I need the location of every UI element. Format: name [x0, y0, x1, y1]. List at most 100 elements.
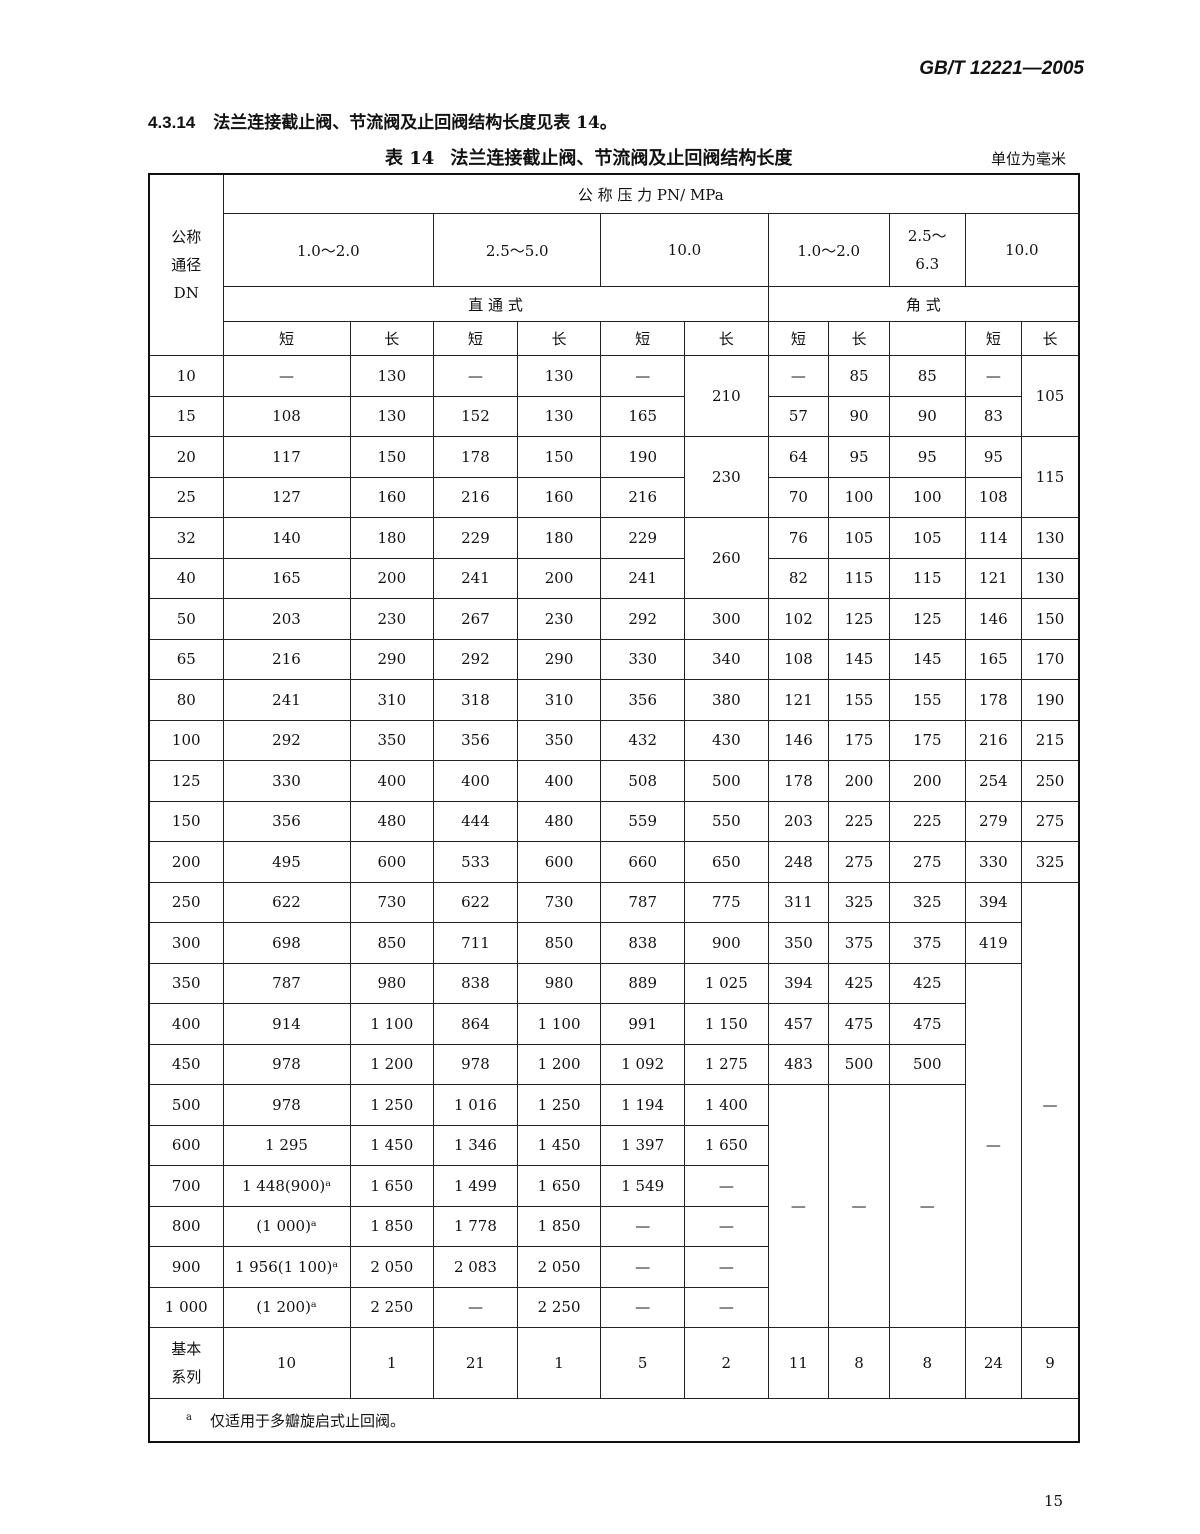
table-row: 600 1 295 1 450 1 346 1 450 1 397 1 650 — [148, 1124, 1079, 1166]
value-cell: 508 — [600, 760, 685, 802]
value-cell: 150 — [349, 436, 435, 478]
value-cell: — — [600, 1205, 685, 1247]
value-cell: 216 — [222, 638, 351, 680]
table-row: 900 1 956(1 100)ᵃ 2 050 2 083 2 050— — — [148, 1246, 1079, 1288]
dn-cell: 80 — [148, 679, 224, 721]
type-straight: 直 通 式 — [222, 286, 769, 322]
value-cell: — — [600, 1286, 685, 1328]
sub-header — [888, 321, 966, 356]
value-cell: 550 — [684, 800, 769, 842]
page-number: 15 — [1044, 1492, 1064, 1510]
value-cell: 267 — [433, 598, 518, 640]
value-cell: 216 — [600, 476, 685, 518]
value-cell: 850 — [349, 922, 435, 964]
value-cell: 1 850 — [516, 1205, 602, 1247]
basis-cell: 21 — [433, 1327, 518, 1399]
value-cell: 1 450 — [349, 1124, 435, 1166]
value-cell: 203 — [222, 598, 351, 640]
value-cell: 115 — [888, 557, 966, 599]
value-cell: 125 — [828, 598, 890, 640]
value-cell: 130 — [516, 355, 602, 397]
value-cell: 1 549 — [600, 1165, 685, 1207]
value-cell: 165 — [222, 557, 351, 599]
dn-cell: 700 — [148, 1165, 224, 1207]
value-cell: 356 — [433, 719, 518, 761]
sub-header: 长 — [1021, 321, 1080, 356]
value-cell: 108 — [767, 638, 830, 680]
dn-cell: 100 — [148, 719, 224, 761]
basis-row: 基本 系列 10 1 21 1 5 2 11 8 8 24 9 — [148, 1327, 1080, 1399]
value-cell: 2 050 — [516, 1246, 602, 1288]
value-cell: 483 — [767, 1043, 830, 1085]
value-cell: 85 — [888, 355, 966, 397]
table-row: 25 127 160 216 160 216 70 100 100 108 — [148, 476, 1079, 518]
value-cell: 400 — [349, 760, 435, 802]
value-cell: 290 — [349, 638, 435, 680]
value-cell: 275 — [828, 841, 890, 883]
value-cell: 216 — [964, 719, 1023, 761]
value-cell: — — [684, 1205, 769, 1247]
value-cell: 310 — [349, 679, 435, 721]
value-cell: 279 — [964, 800, 1023, 842]
value-cell: 260 — [684, 517, 769, 599]
value-cell: 190 — [1021, 679, 1080, 721]
clause-text: 法兰连接截止阀、节流阀及止回阀结构长度见表 14。 — [213, 113, 617, 133]
value-cell: 178 — [433, 436, 518, 478]
table-row: 800 (1 000)ᵃ 1 850 1 778 1 850— — — [148, 1205, 1079, 1247]
dn-cell: 10 — [148, 355, 224, 397]
length-table: 公称 通径 DN 公 称 压 力 PN/ MPa 1.0～2.0 2.5～5.0… — [148, 173, 1080, 1443]
value-cell: 105 — [888, 517, 966, 559]
value-cell: 121 — [964, 557, 1023, 599]
value-cell: 225 — [888, 800, 966, 842]
standard-number: GB/T 12221—2005 — [919, 58, 1084, 79]
value-cell: 130 — [516, 395, 602, 437]
value-cell: 400 — [433, 760, 518, 802]
value-cell: 2 250 — [349, 1286, 435, 1328]
value-cell: 150 — [1021, 598, 1080, 640]
value-cell: 130 — [1021, 557, 1080, 599]
value-cell: 375 — [828, 922, 890, 964]
type-angle: 角 式 — [767, 286, 1080, 322]
table-row: 65 216 290 292 290 330 340 108 145 145 165 170 — [148, 638, 1080, 680]
value-cell: 775 — [684, 881, 769, 923]
table-row: 15 108 130 152 130 165 57 90 90 83 — [148, 395, 1079, 437]
basis-cell: 2 — [684, 1327, 769, 1399]
value-cell: 457 — [767, 1003, 830, 1045]
dn-cell: 600 — [148, 1124, 224, 1166]
dn-cell: 400 — [148, 1003, 224, 1045]
value-cell: — — [684, 1246, 769, 1288]
table-row: 40 165 200 241 200 241 82 115 115 121 130 — [148, 557, 1080, 599]
value-cell: 330 — [222, 760, 351, 802]
value-cell: — — [433, 355, 518, 397]
value-cell: — — [433, 1286, 518, 1328]
value-cell: 1 650 — [684, 1124, 769, 1166]
dn-cell: 65 — [148, 638, 224, 680]
value-cell: 425 — [888, 962, 966, 1004]
value-cell: 102 — [767, 598, 830, 640]
value-cell: 2 250 — [516, 1286, 602, 1328]
value-cell: 225 — [828, 800, 890, 842]
dn-cell: 40 — [148, 557, 224, 599]
table-row: 100 292 350 356 350 432 430 146 175 175 216 215 — [148, 719, 1080, 761]
value-cell: 275 — [888, 841, 966, 883]
value-cell: 559 — [600, 800, 685, 842]
table-caption: 表 14 法兰连接截止阀、节流阀及止回阀结构长度 — [385, 144, 792, 170]
value-cell: — — [828, 1084, 890, 1328]
value-cell: 660 — [600, 841, 685, 883]
table-row: 300 698 850 711 850 838 900 350 375 375 419 — [148, 922, 1079, 964]
sub-header: 短 — [767, 321, 830, 356]
footnote-mark: a — [186, 1411, 192, 1423]
value-cell: 200 — [888, 760, 966, 802]
value-cell: — — [600, 1246, 685, 1288]
value-cell: — — [600, 355, 685, 397]
dn-cell: 32 — [148, 517, 224, 559]
value-cell: 160 — [349, 476, 435, 518]
value-cell: 1 200 — [516, 1043, 602, 1085]
value-cell: 145 — [888, 638, 966, 680]
sub-header: 长 — [349, 321, 435, 356]
value-cell: 380 — [684, 679, 769, 721]
value-cell: 622 — [433, 881, 518, 923]
pressure-group: 2.5～ 6.3 — [888, 213, 966, 287]
value-cell: 430 — [684, 719, 769, 761]
value-cell: 105 — [1021, 355, 1080, 437]
